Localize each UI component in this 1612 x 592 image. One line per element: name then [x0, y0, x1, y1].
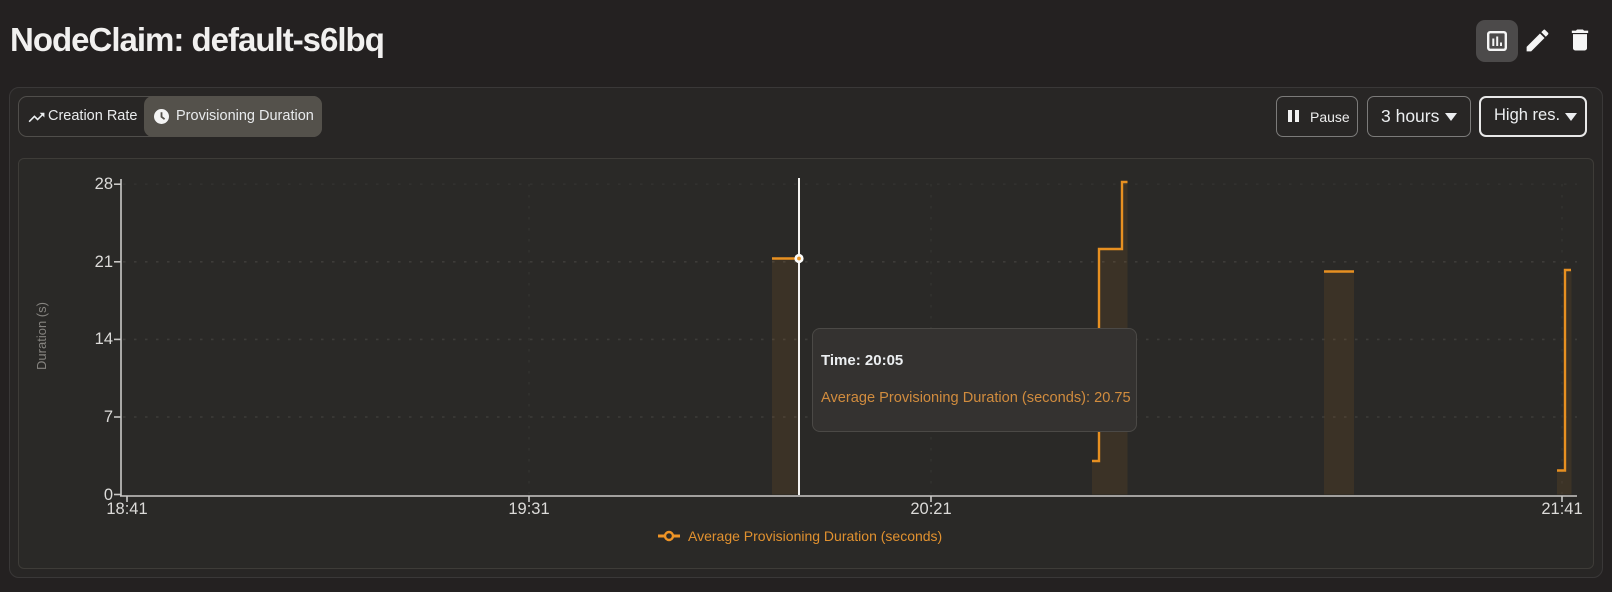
svg-text:21: 21: [95, 253, 113, 271]
svg-text:18:41: 18:41: [106, 500, 147, 518]
svg-text:21:41: 21:41: [1541, 500, 1582, 518]
svg-text:Average Provisioning Duration: Average Provisioning Duration (seconds): [688, 528, 942, 544]
svg-text:7: 7: [104, 408, 113, 426]
svg-text:0: 0: [104, 486, 113, 504]
svg-text:28: 28: [95, 175, 113, 193]
svg-text:20:21: 20:21: [910, 500, 951, 518]
svg-text:19:31: 19:31: [508, 500, 549, 518]
svg-text:14: 14: [95, 330, 113, 348]
svg-text:Duration (s): Duration (s): [34, 302, 49, 370]
